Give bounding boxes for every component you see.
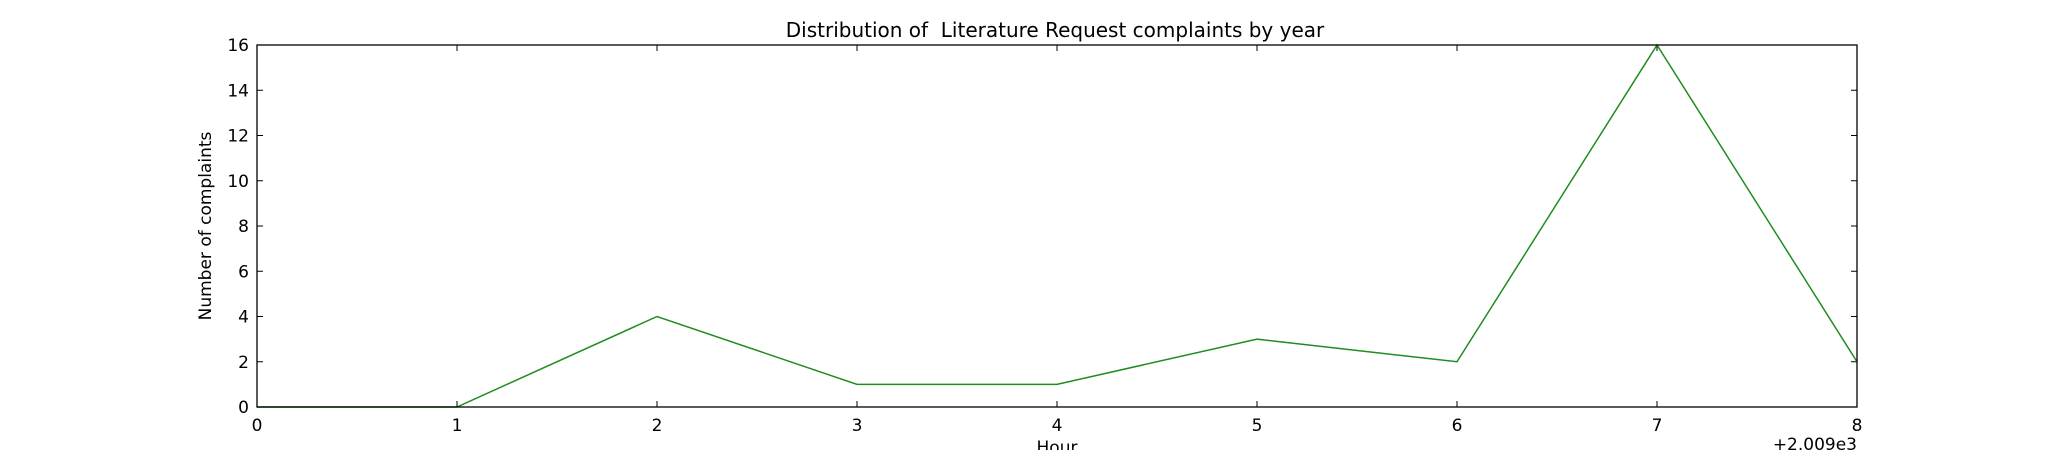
y-tick-label: 0 [238, 398, 249, 418]
y-tick-label: 4 [238, 308, 249, 328]
plot-area-frame [256, 44, 1858, 408]
y-axis-ticks: 0 2 4 6 8 10 12 14 16 [227, 36, 1857, 418]
x-tick-label: 5 [1252, 416, 1263, 436]
chart-title: Distribution of Literature Request compl… [786, 18, 1325, 42]
y-tick-label: 6 [238, 262, 249, 282]
x-tick-label: 8 [1852, 416, 1863, 436]
x-tick-label: 7 [1652, 416, 1663, 436]
x-axis-label: Hour [1037, 438, 1078, 450]
y-tick-label: 2 [238, 353, 249, 373]
y-tick-label: 8 [238, 217, 249, 237]
x-axis-offset-label: +2.009e3 [1773, 435, 1857, 450]
x-tick-label: 3 [852, 416, 863, 436]
x-tick-label: 4 [1052, 416, 1063, 436]
y-tick-label: 16 [227, 36, 249, 56]
series-layer [257, 43, 1858, 408]
x-tick-label: 6 [1452, 416, 1463, 436]
x-tick-label: 0 [252, 416, 263, 436]
x-axis-ticks: 0 1 2 3 4 5 6 7 8 [252, 45, 1863, 436]
x-tick-label: 2 [652, 416, 663, 436]
x-tick-label: 1 [452, 416, 463, 436]
y-tick-label: 10 [227, 172, 249, 192]
y-tick-label: 12 [227, 127, 249, 147]
y-axis-label: Number of complaints [196, 131, 216, 320]
series-line [257, 43, 1858, 408]
y-tick-label: 14 [227, 81, 249, 101]
